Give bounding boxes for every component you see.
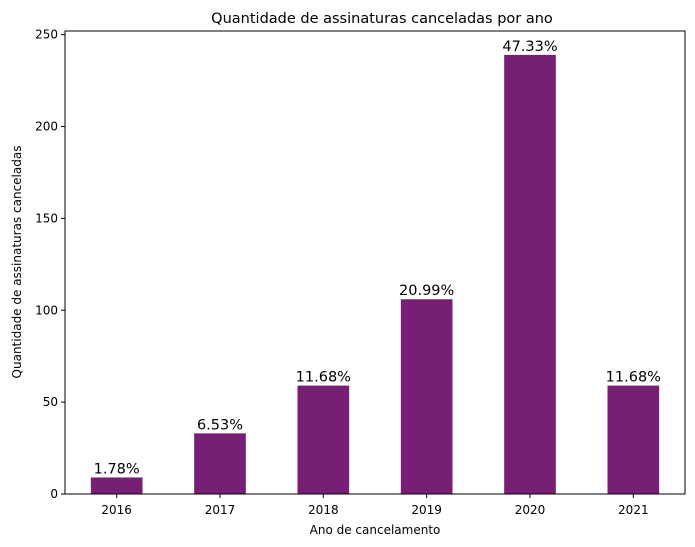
plot-area: 0 50 100 150 200 250 2016 1.78% 2017 6.53% 2018 11.…	[35, 28, 661, 517]
bar-2017	[194, 433, 246, 494]
data-label: 20.99%	[399, 283, 454, 299]
plot-frame	[64, 30, 686, 495]
data-label: 6.53%	[197, 417, 243, 433]
x-axis-label: Ano de cancelamento	[310, 523, 441, 537]
y-tick-label: 0	[50, 487, 58, 501]
data-label: 47.33%	[502, 39, 557, 55]
chart-title: Quantidade de assinaturas canceladas por…	[211, 11, 553, 27]
y-tick-label: 100	[35, 303, 58, 317]
bar-2021	[607, 385, 660, 494]
y-tick-label: 200	[35, 120, 58, 134]
x-tick-label: 2017	[205, 503, 236, 517]
x-tick-label: 2021	[618, 503, 649, 517]
data-label: 11.68%	[606, 370, 661, 386]
bar-2020	[504, 54, 556, 495]
x-tick-label: 2019	[411, 503, 442, 517]
x-tick-label: 2016	[101, 503, 132, 517]
bar-2018	[297, 385, 350, 494]
bar-2016	[90, 477, 143, 494]
bar-2019	[400, 299, 453, 494]
data-label: 1.78%	[94, 461, 140, 477]
y-tick-label: 150	[35, 211, 58, 225]
y-axis-label: Quantidade de assinaturas canceladas	[10, 146, 24, 379]
y-tick-label: 250	[35, 28, 58, 42]
x-tick-label: 2018	[308, 503, 339, 517]
x-tick-label: 2020	[515, 503, 546, 517]
y-tick-label: 50	[43, 395, 58, 409]
data-label: 11.68%	[296, 370, 351, 386]
